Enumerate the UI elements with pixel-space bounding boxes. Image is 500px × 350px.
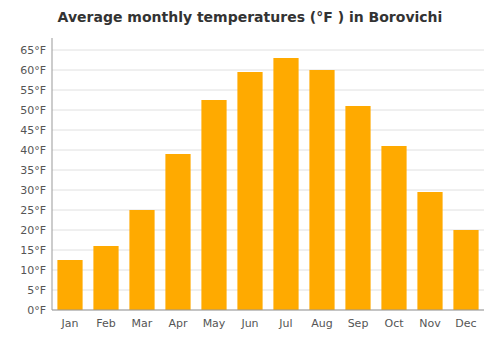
y-tick-label: 45°F [20,124,46,137]
x-tick-label: Oct [384,317,404,330]
bar [345,106,370,310]
bar [273,58,298,310]
grid-line [52,50,484,51]
grid-line [52,310,484,311]
y-tick-label: 50°F [20,104,46,117]
x-tick-label: Dec [455,317,476,330]
x-tick-label: Jun [240,317,258,330]
y-tick-label: 65°F [20,44,46,57]
x-tick-label: May [203,317,226,330]
bar [57,260,82,310]
y-tick-label: 60°F [20,64,46,77]
bar [93,246,118,310]
grid-line [52,190,484,191]
bar [381,146,406,310]
x-tick-label: Nov [419,317,441,330]
grid-line [52,110,484,111]
bar [237,72,262,310]
grid-line [52,150,484,151]
x-tick-label: Jan [61,317,79,330]
grid [52,50,484,310]
grid-line [52,130,484,131]
chart-svg: Average monthly temperatures (°F ) in Bo… [0,0,500,350]
x-tick-label: Apr [168,317,188,330]
bar [417,192,442,310]
x-tick-label: Feb [96,317,115,330]
y-tick-label: 0°F [27,304,46,317]
bar [129,210,154,310]
y-tick-label: 20°F [20,224,46,237]
bar [453,230,478,310]
y-tick-label: 15°F [20,244,46,257]
y-tick-label: 25°F [20,204,46,217]
x-tick-label: Mar [132,317,153,330]
x-tick-label: Jul [278,317,292,330]
y-tick-label: 10°F [20,264,46,277]
y-axis-line [52,38,53,310]
x-axis-line [52,310,484,311]
y-tick-label: 5°F [27,284,46,297]
bar [165,154,190,310]
grid-line [52,170,484,171]
grid-line [52,70,484,71]
bar [309,70,334,310]
grid-line [52,90,484,91]
chart-container: Average monthly temperatures (°F ) in Bo… [0,0,500,350]
bars [57,58,478,310]
bar [201,100,226,310]
y-tick-label: 30°F [20,184,46,197]
y-tick-label: 35°F [20,164,46,177]
y-tick-label: 55°F [20,84,46,97]
x-tick-label: Aug [311,317,332,330]
y-tick-label: 40°F [20,144,46,157]
x-tick-label: Sep [348,317,369,330]
chart-title: Average monthly temperatures (°F ) in Bo… [58,9,443,25]
